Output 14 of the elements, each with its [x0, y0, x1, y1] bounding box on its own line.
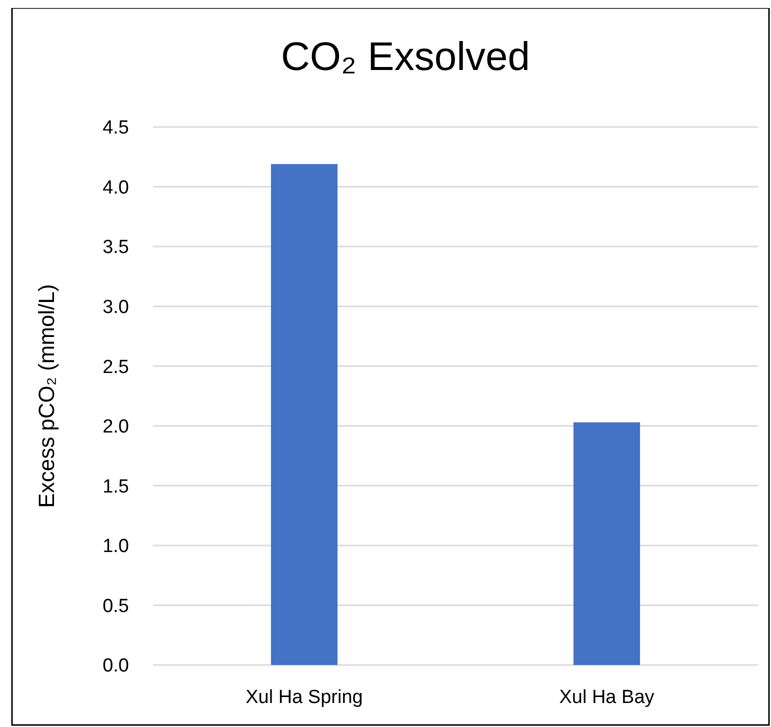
- y-tick-label: 0.0: [102, 656, 129, 677]
- y-tick-label: 4.0: [102, 177, 129, 198]
- x-tick-label: Xul Ha Spring: [246, 687, 363, 708]
- chart-title: CO₂ Exsolved: [281, 35, 530, 79]
- y-tick-label: 3.0: [102, 296, 129, 318]
- y-tick-label: 1.0: [102, 536, 129, 558]
- y-tick-label: 2.5: [102, 356, 129, 378]
- y-tick-label: 0.5: [102, 596, 129, 617]
- y-axis-title: Excess pCO₂ (mmol/L): [34, 284, 59, 508]
- y-tick-label: 3.5: [102, 237, 129, 258]
- y-tick-label: 2.0: [102, 416, 129, 438]
- x-tick-label: Xul Ha Bay: [559, 687, 655, 708]
- y-tick-label: 4.5: [102, 118, 129, 139]
- y-tick-label: 1.5: [102, 476, 129, 498]
